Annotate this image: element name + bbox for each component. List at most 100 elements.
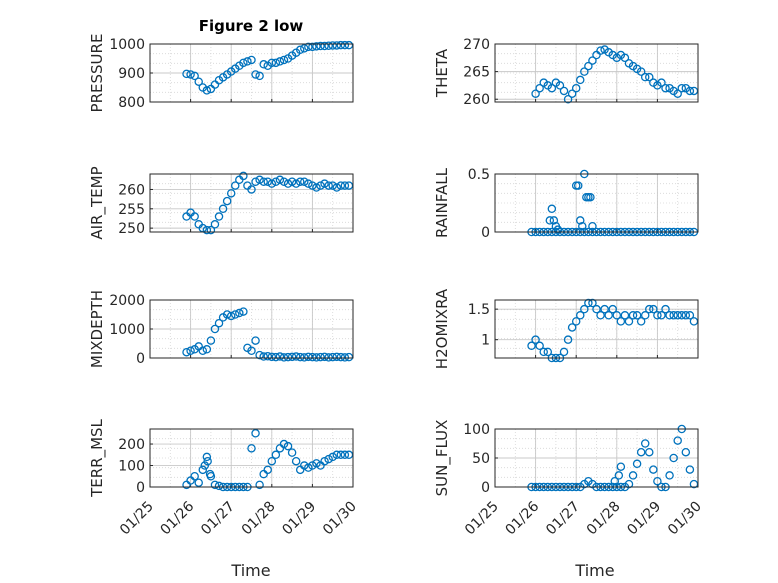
data-point (304, 463, 313, 472)
data-point (685, 86, 695, 96)
y-tick-label: 50 (472, 451, 490, 467)
data-point (287, 352, 297, 362)
data-point (271, 58, 281, 68)
data-point (267, 456, 277, 466)
data-point (320, 456, 329, 466)
y-tick-label: 1.5 (468, 302, 490, 318)
data-point (580, 67, 589, 76)
data-point (218, 204, 228, 214)
data-point (584, 61, 593, 71)
data-point (239, 307, 248, 316)
data-point (279, 55, 289, 65)
data-point (669, 453, 678, 463)
data-point (592, 304, 601, 314)
subplot-rainfall: 0 0.5 RAINFALL (433, 167, 699, 241)
y-tick-label: 1 (481, 333, 490, 349)
data-point (312, 183, 321, 192)
x-tick-label: 01/27 (543, 499, 583, 539)
y-tick-label: 800 (118, 95, 145, 111)
data-point (251, 336, 260, 345)
data-point (267, 58, 277, 68)
data-point (610, 476, 620, 486)
data-point (677, 311, 687, 320)
data-point (312, 42, 321, 51)
y-axis-label: AIR_TEMP (88, 166, 107, 239)
data-point (645, 447, 654, 457)
data-point (205, 469, 215, 479)
data-point (239, 58, 248, 68)
data-point (291, 179, 301, 188)
y-tick-label: 250 (118, 221, 145, 237)
y-axis-label: H2OMIXRA (433, 288, 451, 369)
data-point (653, 311, 662, 320)
data-point (308, 181, 317, 190)
data-point (206, 225, 216, 235)
data-point (194, 478, 203, 487)
data-point (263, 352, 272, 361)
y-axis-label: MIXDEPTH (88, 290, 106, 368)
data-point (251, 177, 260, 186)
axes-frame (494, 43, 699, 103)
data-point (547, 204, 557, 214)
data-point (535, 341, 544, 351)
data-point (251, 70, 260, 79)
data-point (588, 56, 597, 65)
data-point (332, 450, 342, 460)
data-point (239, 171, 248, 181)
data-point (202, 225, 212, 235)
data-point (259, 60, 268, 69)
data-point (287, 177, 297, 186)
data-point (571, 317, 581, 326)
data-point (202, 86, 212, 95)
data-point (295, 177, 305, 186)
data-point (681, 447, 691, 457)
data-point (616, 462, 626, 471)
data-point (247, 55, 256, 65)
axes-frame (149, 428, 354, 488)
data-point (588, 298, 597, 308)
y-tick-label: 0 (136, 480, 145, 496)
data-point (243, 57, 252, 66)
data-point (231, 310, 240, 319)
data-point (222, 310, 232, 319)
data-point (340, 40, 350, 50)
data-point (681, 311, 691, 320)
data-point (328, 352, 337, 362)
y-tick-label: 260 (463, 92, 490, 108)
data-point (214, 212, 224, 221)
subplot-terr_msl: 0 100 200 01/25 01/26 01/27 01/28 01/29 01/30 TER… (88, 418, 360, 538)
data-point (320, 179, 329, 188)
y-tick-label: 100 (118, 459, 145, 475)
y-tick-label: 200 (118, 437, 145, 453)
data-point (576, 216, 585, 225)
data-point (312, 459, 321, 468)
data-point (340, 353, 350, 362)
data-point (316, 41, 325, 51)
axes-frame (149, 299, 354, 359)
data-point (340, 450, 350, 460)
data-point (665, 471, 674, 480)
data-point (608, 304, 617, 314)
data-point (182, 347, 191, 357)
data-point (685, 465, 695, 474)
series-markers (182, 307, 354, 362)
data-point (190, 472, 199, 481)
data-point (255, 175, 264, 185)
series-markers (531, 45, 699, 104)
data-point (324, 454, 333, 464)
data-point (640, 311, 650, 320)
data-point (259, 352, 268, 361)
data-point (226, 311, 236, 321)
data-point (596, 311, 605, 320)
data-point (332, 183, 342, 192)
data-point (203, 456, 212, 466)
data-point (559, 86, 569, 96)
data-point (259, 177, 268, 186)
data-point (231, 181, 240, 190)
data-point (247, 185, 256, 194)
data-point (604, 311, 613, 320)
data-point (539, 347, 548, 357)
data-point (567, 323, 577, 332)
x-tick-label: 01/26 (503, 498, 543, 538)
